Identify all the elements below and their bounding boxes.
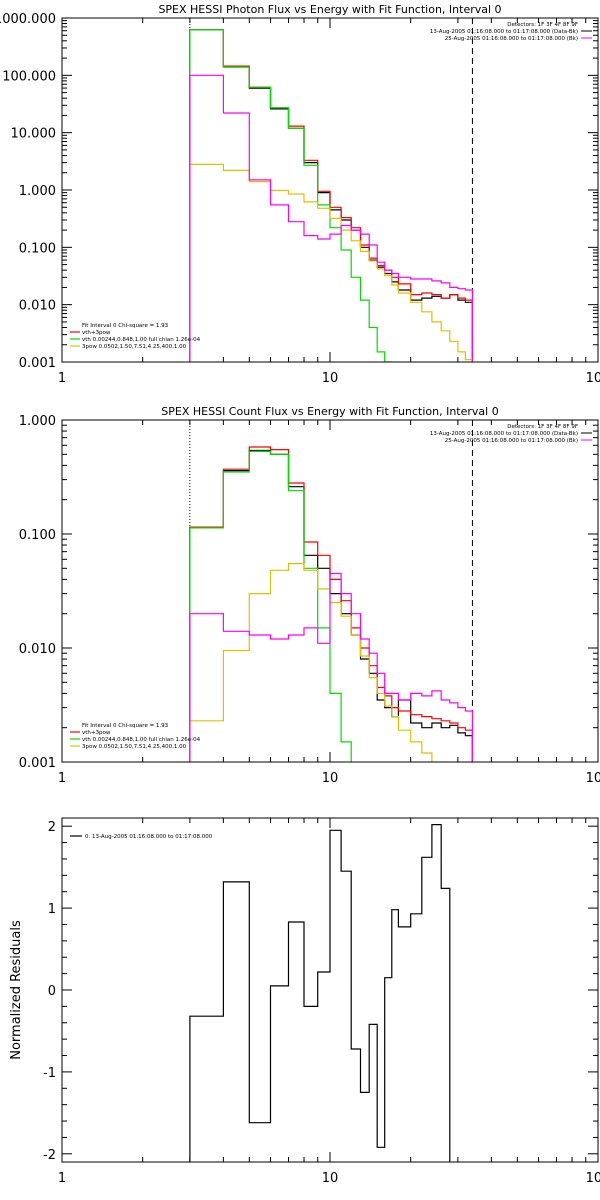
x-tick-label: 100	[586, 1171, 600, 1186]
x-tick-label: 1	[58, 1171, 66, 1186]
y-tick-label: 0.010	[19, 299, 56, 314]
series-group	[189, 446, 473, 762]
series-line-2	[189, 446, 473, 762]
legend-entry: Fit Interval 0 Chi-square = 1.93	[82, 323, 169, 329]
x-tick-label: 10	[322, 1171, 339, 1186]
y-tick-label: 0.001	[19, 356, 56, 371]
y-axis: -2 -1 0 1 2	[43, 820, 598, 1163]
y-tick-label: 2	[48, 820, 56, 835]
x-tick-label: 10	[322, 771, 339, 786]
plot-frame	[61, 17, 599, 363]
y-tick-label: 0.100	[19, 528, 56, 543]
y-tick-label: 0	[48, 984, 56, 999]
legend-entry: 0. 13-Aug-2005 01:16:08.000 to 01:17:08.…	[85, 834, 213, 840]
series-line-1	[189, 824, 451, 1162]
series-line-5	[189, 163, 473, 362]
y-axis-label: Normalized Residuals	[9, 920, 24, 1060]
legend-entry: 3pow 0.0502,1.50,7.51,4.25,400,1.00	[82, 744, 187, 750]
plot-frame	[61, 419, 599, 763]
chart-title: SPEX HESSI Photon Flux vs Energy with Fi…	[158, 3, 501, 16]
y-tick-label: 1000.000	[0, 12, 56, 27]
legend-entry: Fit Interval 0 Chi-square = 1.93	[82, 723, 169, 729]
chart-panel-2: SPEX HESSI Count Flux vs Energy with Fit…	[19, 405, 600, 786]
x-tick-label: 1	[58, 371, 66, 386]
series-line-6	[189, 74, 473, 362]
info-line: 25-Aug-2005 01:16:08.000 to 01:17:08.000…	[445, 438, 578, 444]
x-tick-label: 100	[586, 371, 600, 386]
series-line-4	[189, 563, 433, 762]
y-tick-label: 0.001	[19, 756, 56, 771]
info-line: 13-Aug-2005 01:16:08.000 to 01:17:08.000…	[430, 29, 578, 35]
legend-entry: vth+3pow	[82, 330, 111, 336]
y-axis: 0.001 0.010 0.100 1.000 10.000 100.000 1000.00…	[0, 12, 598, 371]
chart-panel-1: SPEX HESSI Photon Flux vs Energy with Fi…	[0, 3, 600, 386]
series-line-5	[189, 572, 473, 762]
y-tick-label: -2	[43, 1148, 56, 1163]
y-tick-label: 1.000	[19, 184, 56, 199]
y-tick-label: 10.000	[11, 127, 57, 142]
y-tick-label: 1	[48, 902, 56, 917]
x-tick-label: 10	[322, 371, 339, 386]
y-axis: 0.001 0.010 0.100 1.000	[19, 414, 598, 771]
legend: 0. 13-Aug-2005 01:16:08.000 to 01:17:08.…	[70, 834, 213, 840]
info-line: 25-Aug-2005 01:16:08.000 to 01:17:08.000…	[445, 36, 578, 42]
legend: Fit Interval 0 Chi-square = 1.93vth+3pow…	[70, 723, 201, 750]
legend-entry: vth+3pow	[82, 730, 111, 736]
legend-entry: vth 0.00244,0.848,1.00 full chian 1.26e-…	[82, 737, 201, 743]
series-line-3	[189, 450, 352, 762]
x-tick-label: 1	[58, 771, 66, 786]
y-tick-label: -1	[43, 1066, 56, 1081]
x-tick-label: 100	[586, 771, 600, 786]
y-tick-label: 100.000	[2, 69, 56, 84]
legend-entry: 3pow 0.0502,1.50,7.51,4.25,400,1.00	[82, 344, 187, 350]
y-tick-label: 0.100	[19, 241, 56, 256]
series-group	[189, 824, 451, 1162]
x-axis: 1 10 100	[58, 420, 600, 786]
series-group	[189, 29, 473, 362]
chart-title: SPEX HESSI Count Flux vs Energy with Fit…	[161, 405, 498, 418]
info-line: 13-Aug-2005 01:16:08.000 to 01:17:08.000…	[430, 431, 578, 437]
chart-panel-3: Normalized Residuals 1 10 100 -2 -1 0 1 2 0. 13-A…	[9, 817, 600, 1186]
plot-frame	[61, 817, 599, 1163]
x-axis: 1 10 100	[58, 818, 600, 1186]
info-line: Detectors: 1F 3F 4F 8F 9F	[507, 424, 578, 430]
y-tick-label: 0.010	[19, 642, 56, 657]
y-tick-label: 1.000	[19, 414, 56, 429]
legend: Fit Interval 0 Chi-square = 1.93vth+3pow…	[70, 323, 201, 350]
info-line: Detectors: 1F 3F 4F 8F 9F	[507, 22, 578, 28]
legend-entry: vth 0.00244,0.848,1.00 full chian 1.26e-…	[82, 337, 201, 343]
